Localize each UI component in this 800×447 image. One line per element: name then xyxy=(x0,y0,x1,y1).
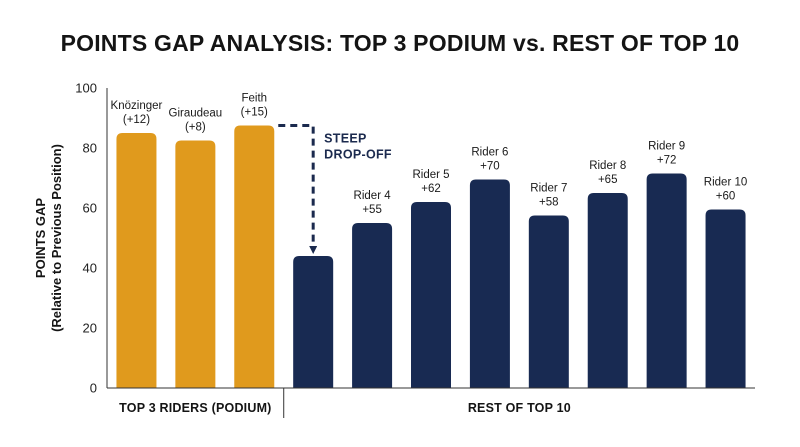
y-tick-label: 60 xyxy=(83,201,97,216)
annotation-text: STEEP xyxy=(324,132,367,146)
bar-data-label: +62 xyxy=(421,183,441,195)
bar-data-label: Rider 9 xyxy=(648,141,685,153)
y-axis-ticks: 0 20 40 60 80 100 xyxy=(75,81,97,396)
bar xyxy=(646,173,687,388)
bar xyxy=(352,223,393,388)
bar-data-label: Rider 7 xyxy=(530,183,567,195)
bar-data-label: +65 xyxy=(598,174,618,186)
bar-data-label: (+12) xyxy=(123,114,150,126)
y-tick-label: 20 xyxy=(83,321,97,336)
y-tick-label: 80 xyxy=(83,141,97,156)
bar-data-label: +55 xyxy=(362,204,382,216)
bar-series xyxy=(116,125,746,388)
group-label: REST OF TOP 10 xyxy=(468,401,571,415)
annotation-text: DROP-OFF xyxy=(324,148,392,162)
bar-data-label: Knözinger xyxy=(111,100,163,112)
drop-off-arrow xyxy=(278,124,318,254)
bar xyxy=(234,125,275,388)
steep-drop-off-annotation: STEEP DROP-OFF xyxy=(278,124,392,254)
bar-data-label: Feith xyxy=(241,93,267,105)
bar xyxy=(293,256,334,388)
bar-data-label: (+8) xyxy=(185,122,206,134)
y-axis-title-line-1: POINTS GAP xyxy=(33,198,48,279)
bar-data-label: Rider 8 xyxy=(589,160,626,172)
bar-data-label: Rider 5 xyxy=(412,169,449,181)
bar-data-labels: Knözinger (+12) Giraudeau (+8) Feith (+15) Rid… xyxy=(111,93,748,217)
bar xyxy=(175,140,216,388)
bar xyxy=(411,202,451,388)
y-tick-label: 40 xyxy=(83,261,97,276)
y-tick-label: 0 xyxy=(90,381,97,396)
bar xyxy=(705,209,746,388)
group-label: TOP 3 RIDERS (PODIUM) xyxy=(119,401,271,415)
bar-data-label: Rider 6 xyxy=(471,147,508,159)
bar-data-label: +72 xyxy=(657,155,677,167)
group-labels: TOP 3 RIDERS (PODIUM) REST OF TOP 10 xyxy=(119,388,571,418)
bar-data-label: Giraudeau xyxy=(169,108,223,120)
bar-data-label: Rider 10 xyxy=(704,177,747,189)
bar xyxy=(587,193,628,388)
y-axis-title: POINTS GAP (Relative to Previous Positio… xyxy=(33,144,64,332)
bar-data-label: +60 xyxy=(716,191,736,203)
bar xyxy=(116,133,157,388)
bar-data-label: (+15) xyxy=(241,107,268,119)
bar-data-label: +70 xyxy=(480,161,500,173)
y-axis-title-line-2: (Relative to Previous Position) xyxy=(49,144,64,332)
chart-title: POINTS GAP ANALYSIS: TOP 3 PODIUM vs. RE… xyxy=(60,30,740,56)
bar xyxy=(528,215,569,388)
bar-data-label: Rider 4 xyxy=(354,190,392,202)
y-tick-label: 100 xyxy=(75,81,97,96)
chart-axes xyxy=(106,88,755,389)
bar-data-label: +58 xyxy=(539,197,559,209)
bar xyxy=(469,179,510,388)
